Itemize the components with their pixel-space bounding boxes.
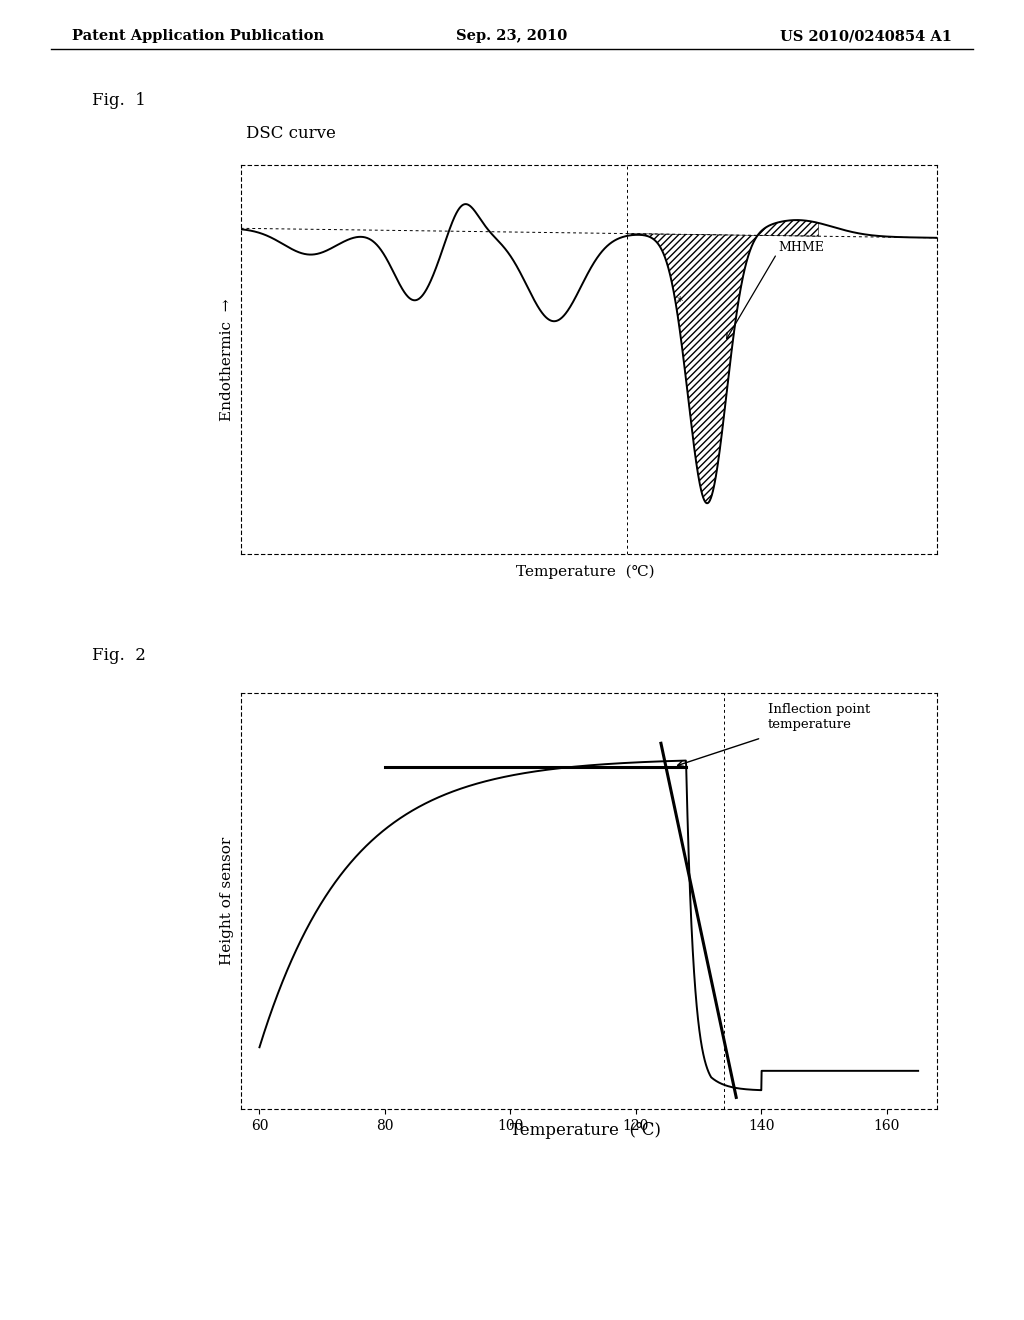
Text: MHME: MHME <box>778 240 824 253</box>
Text: Sep. 23, 2010: Sep. 23, 2010 <box>457 29 567 44</box>
Y-axis label: Height of sensor: Height of sensor <box>220 837 233 965</box>
Text: Patent Application Publication: Patent Application Publication <box>72 29 324 44</box>
Y-axis label: Endothermic  →: Endothermic → <box>220 298 233 421</box>
Text: Inflection point
temperature: Inflection point temperature <box>768 702 869 731</box>
Text: Temperature  (℃): Temperature (℃) <box>516 565 655 579</box>
Text: Fig.  1: Fig. 1 <box>92 92 146 110</box>
Text: Temperature  (℃): Temperature (℃) <box>510 1122 662 1139</box>
Text: Fig.  2: Fig. 2 <box>92 647 146 664</box>
Text: US 2010/0240854 A1: US 2010/0240854 A1 <box>780 29 952 44</box>
Text: *: * <box>676 294 682 308</box>
Text: DSC curve: DSC curve <box>246 125 336 143</box>
